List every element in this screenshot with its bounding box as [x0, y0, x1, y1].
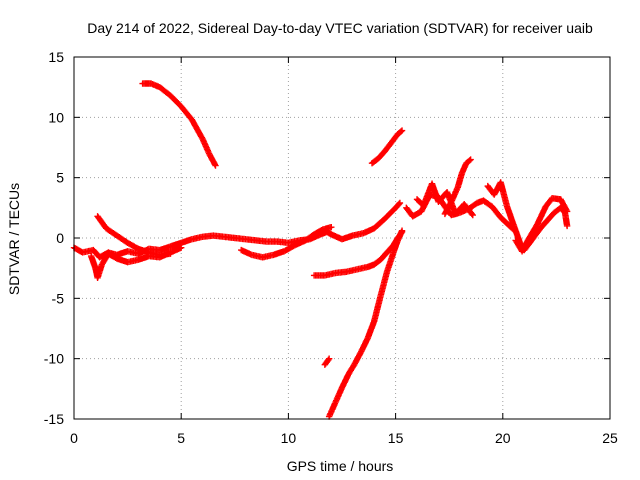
data-trace-arc-k: [464, 157, 473, 166]
data-trace-arc-a: [382, 205, 398, 221]
data-trace-arc-f: [378, 250, 390, 262]
x-tick-label: 10: [281, 430, 297, 446]
data-trace-arc-m: [497, 180, 510, 209]
data-trace-arc-m: [562, 210, 571, 228]
x-axis-label: GPS time / hours: [287, 458, 394, 474]
data-point: [563, 222, 571, 230]
data-trace-arc-h: [384, 250, 397, 274]
data-trace-arc-n: [519, 237, 531, 254]
y-tick-label: 10: [48, 109, 64, 125]
x-tick-label: 15: [388, 430, 404, 446]
data-trace-arc-l: [462, 202, 475, 218]
data-trace-arc-m: [545, 210, 557, 223]
y-tick-label: -5: [52, 290, 65, 306]
data-trace-arc-h: [365, 319, 377, 340]
data-trace-arc-j: [481, 198, 495, 209]
data-trace-arc-c: [106, 251, 119, 261]
data-point: [396, 199, 404, 207]
data-trace-arc-m: [504, 204, 517, 227]
data-trace-arc-a: [393, 200, 403, 211]
data-point: [212, 162, 219, 169]
data-trace-arc-b: [125, 240, 141, 252]
data-trace-arc-d: [179, 104, 195, 122]
x-tick-label: 5: [177, 430, 185, 446]
y-tick-label: -15: [44, 411, 64, 427]
data-trace-arc-h: [346, 361, 358, 377]
data-trace-arc-m: [528, 233, 538, 244]
y-tick-label: 0: [56, 230, 64, 246]
data-trace-arc-i: [376, 149, 388, 161]
data-trace-arc-e: [282, 242, 297, 254]
data-trace-arc-d: [189, 117, 206, 141]
data-trace-arc-h: [377, 270, 390, 298]
data-point: [325, 355, 333, 362]
data-trace-arc-b: [114, 233, 130, 246]
data-trace-arc-i: [389, 132, 400, 145]
data-trace-arc-n: [543, 196, 555, 209]
x-tick-label: 25: [602, 430, 618, 446]
x-tick-label: 0: [70, 430, 78, 446]
data-points: [70, 80, 571, 420]
data-trace-arc-h: [371, 294, 384, 323]
data-trace-arc-f: [372, 257, 383, 267]
chart-title: Day 214 of 2022, Sidereal Day-to-day VTE…: [87, 20, 593, 36]
data-point: [178, 244, 185, 251]
data-trace-arc-n: [558, 197, 570, 214]
data-trace-arc-m: [510, 222, 523, 245]
data-trace-arc-g: [322, 356, 332, 367]
data-point: [398, 127, 406, 134]
data-point: [467, 156, 474, 163]
data-trace-arc-f: [384, 243, 396, 255]
data-trace-arc-n: [534, 204, 549, 227]
data-trace-arc-i: [369, 156, 381, 166]
data-trace-arc-i: [382, 140, 394, 154]
x-tick-label: 20: [495, 430, 511, 446]
y-axis-label: SDTVAR / TECUs: [6, 183, 22, 295]
data-trace-arc-j: [489, 204, 503, 220]
data-trace-arc-m: [532, 225, 544, 238]
data-trace-arc-d: [157, 84, 173, 98]
data-trace-arc-m: [539, 217, 551, 230]
y-tick-label: 15: [48, 49, 64, 65]
data-point: [398, 227, 406, 234]
data-trace-arc-b: [104, 226, 119, 238]
data-point: [469, 211, 476, 219]
data-trace-arc-i: [395, 128, 405, 137]
data-point: [563, 208, 571, 215]
data-trace-arc-d: [206, 151, 218, 168]
y-tick-label: -10: [44, 351, 64, 367]
data-trace-arc-j: [498, 215, 510, 226]
data-trace-arc-n: [526, 222, 540, 242]
data-trace-arc-d: [168, 93, 184, 109]
data-trace-arc-e: [303, 232, 317, 243]
data-trace-arc-a: [372, 216, 387, 231]
data-trace-arc-a: [324, 229, 334, 237]
axis-ticks: 0 5 10 15 20 25 -15 -10 -5 0 5 10 15: [44, 49, 618, 446]
data-trace-arc-b: [95, 214, 109, 231]
y-tick-label: 5: [56, 170, 64, 186]
data-point: [328, 223, 335, 231]
